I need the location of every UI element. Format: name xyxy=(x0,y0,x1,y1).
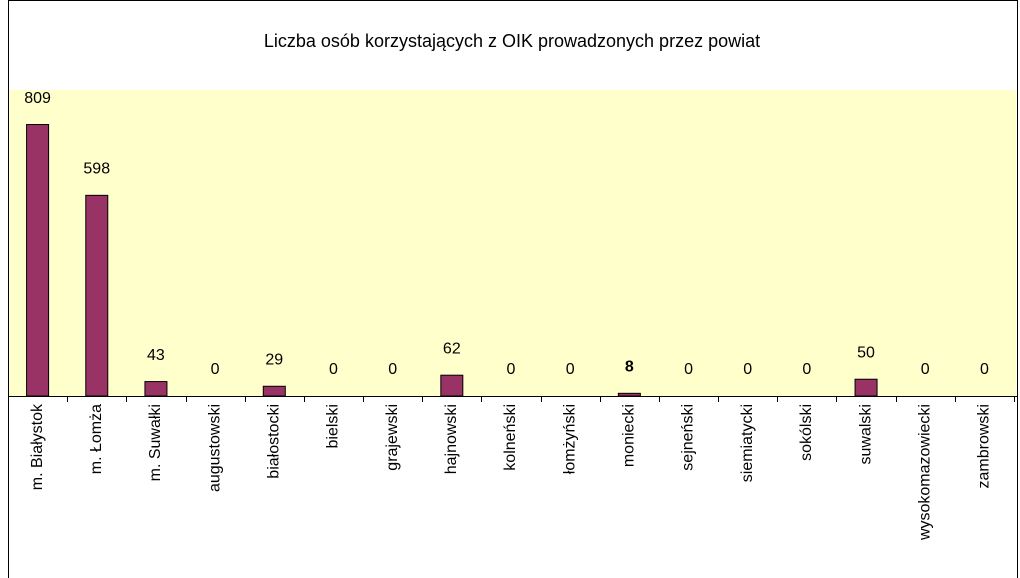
bar xyxy=(617,392,641,397)
x-tick-label: kolneński xyxy=(502,404,519,471)
data-label: 0 xyxy=(211,361,220,378)
x-tick-label: suwalski xyxy=(857,404,874,464)
x-tick-label: zambrowski xyxy=(976,404,993,488)
plot-area xyxy=(9,90,1016,396)
data-label: 8 xyxy=(625,359,634,376)
data-label: 0 xyxy=(743,361,752,378)
data-label: 0 xyxy=(802,361,811,378)
data-label: 0 xyxy=(980,361,989,378)
x-tick-label: m. Suwałki xyxy=(147,404,164,481)
data-label: 598 xyxy=(83,161,110,178)
x-tick-label: hajnowski xyxy=(443,404,460,474)
data-label: 0 xyxy=(684,361,693,378)
x-tick-label: grajewski xyxy=(384,404,401,471)
bar xyxy=(26,124,50,397)
data-label: 0 xyxy=(388,361,397,378)
x-tick-label: wysokomazowiecki xyxy=(916,404,933,541)
bar xyxy=(85,194,109,397)
data-label: 0 xyxy=(329,361,338,378)
x-tick-label: augustowski xyxy=(206,404,223,492)
x-tick-label: m. Białystok xyxy=(29,403,46,490)
bar xyxy=(440,374,464,397)
data-label: 0 xyxy=(507,361,516,378)
x-tick-label: białostocki xyxy=(266,404,283,479)
data-label: 62 xyxy=(443,340,461,357)
x-tick-label: moniecki xyxy=(621,404,638,467)
x-tick-label: sokólski xyxy=(798,404,815,461)
bar xyxy=(262,385,286,397)
x-tick-label: łomżyński xyxy=(561,404,578,474)
bar xyxy=(854,378,878,397)
x-tick-label: m. Łomża xyxy=(88,404,105,474)
data-label: 0 xyxy=(566,361,575,378)
chart-title: Liczba osób korzystających z OIK prowadz… xyxy=(264,31,760,51)
data-label: 43 xyxy=(147,347,165,364)
data-label: 29 xyxy=(265,351,283,368)
bar xyxy=(144,381,168,397)
data-label: 50 xyxy=(857,344,875,361)
data-label: 809 xyxy=(24,90,51,107)
x-tick-label: sejneński xyxy=(680,404,697,471)
data-label: 0 xyxy=(921,361,930,378)
x-tick-label: siemiatycki xyxy=(739,404,756,482)
x-tick-label: bielski xyxy=(325,404,342,448)
